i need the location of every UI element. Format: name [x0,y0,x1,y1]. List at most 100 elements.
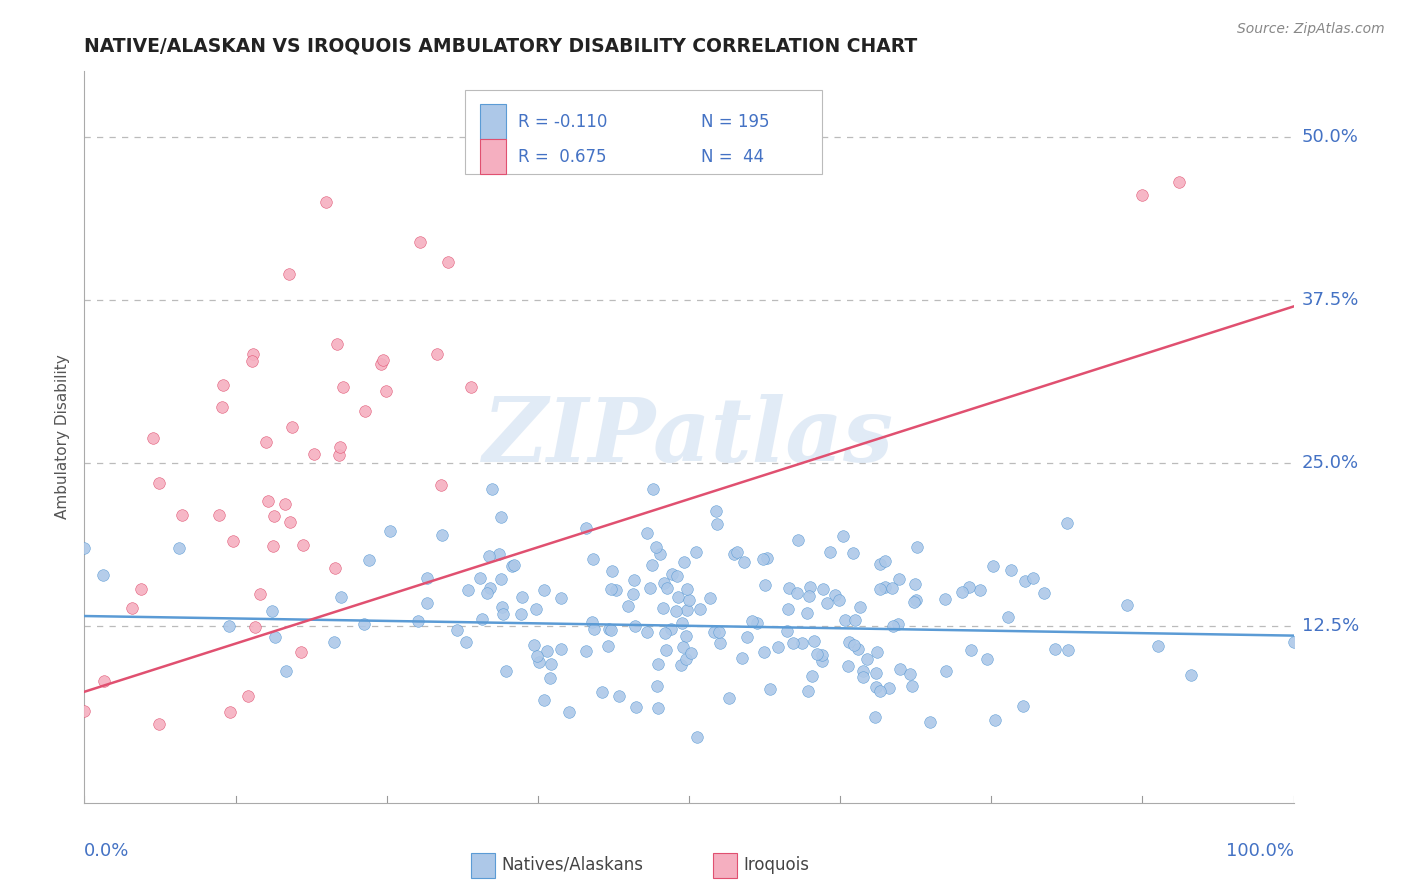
Point [636,625,658,640]
Point [679,646,702,660]
Point [212,378,235,392]
Point [647,701,669,715]
Point [242,347,264,361]
Point [374,384,396,398]
Bar [479,104,506,139]
Point [460,380,482,394]
Point [1014,574,1036,588]
Point [799,581,821,595]
Point [733,555,755,569]
Point [533,582,555,597]
Point [725,545,748,559]
Point [706,516,728,531]
Point [652,601,675,615]
Point [844,613,866,627]
Point [254,435,277,450]
Point [624,619,647,633]
Point [278,267,301,281]
Point [274,664,297,678]
Point [869,582,891,596]
Point [669,658,692,673]
Point [844,638,866,652]
Point [831,529,853,543]
Point [278,515,301,529]
Y-axis label: Ambulatory Disability: Ambulatory Disability [55,355,70,519]
Point [813,582,835,596]
Point [211,400,233,414]
Point [641,483,664,497]
Point [446,624,468,638]
Point [863,709,886,723]
Point [596,640,619,654]
Point [302,446,325,460]
Point [852,669,875,683]
Point [457,582,479,597]
Point [406,614,429,628]
Point [430,528,453,542]
Point [636,525,658,540]
Text: R = -0.110: R = -0.110 [519,112,607,130]
Point [786,586,808,600]
Point [492,607,515,622]
Point [905,540,928,554]
Point [806,647,828,661]
Point [800,669,823,683]
Point [426,347,449,361]
Point [582,552,605,566]
Text: N = 195: N = 195 [702,112,769,130]
Text: 12.5%: 12.5% [1302,617,1360,635]
Point [647,679,669,693]
Point [501,559,523,574]
Point [686,731,709,745]
Point [329,440,352,454]
Text: N =  44: N = 44 [702,148,763,166]
Point [526,648,548,663]
Point [617,599,640,614]
Point [121,601,143,615]
Point [957,580,980,594]
Bar [479,139,506,175]
Point [1022,571,1045,585]
Point [1056,516,1078,530]
Point [882,619,904,633]
Point [436,255,458,269]
Point [148,475,170,490]
Point [550,641,572,656]
Text: NATIVE/ALASKAN VS IROQUOIS AMBULATORY DISABILITY CORRELATION CHART: NATIVE/ALASKAN VS IROQUOIS AMBULATORY DI… [84,37,918,56]
Point [219,705,242,719]
Point [976,652,998,666]
Point [353,616,375,631]
Point [834,613,856,627]
Point [655,581,678,595]
Point [666,591,689,605]
Point [208,508,231,522]
Point [1147,640,1170,654]
Point [904,577,927,591]
Point [538,671,561,685]
Point [523,638,546,652]
Point [818,545,841,559]
Point [1132,188,1154,202]
Point [1032,586,1054,600]
Point [91,568,114,582]
Point [478,581,501,595]
Point [274,497,297,511]
Point [901,679,924,693]
Point [752,645,775,659]
Point [865,680,887,694]
Point [709,636,731,650]
Bar [471,853,495,878]
Point [852,665,875,679]
Point [93,674,115,689]
Point [756,550,779,565]
Point [353,403,375,417]
Point [491,510,513,524]
FancyBboxPatch shape [465,90,823,174]
Point [142,431,165,445]
Point [766,640,789,655]
Point [675,652,697,666]
Point [1282,635,1305,649]
Point [678,593,700,607]
Text: 37.5%: 37.5% [1302,291,1360,309]
Point [378,524,401,539]
